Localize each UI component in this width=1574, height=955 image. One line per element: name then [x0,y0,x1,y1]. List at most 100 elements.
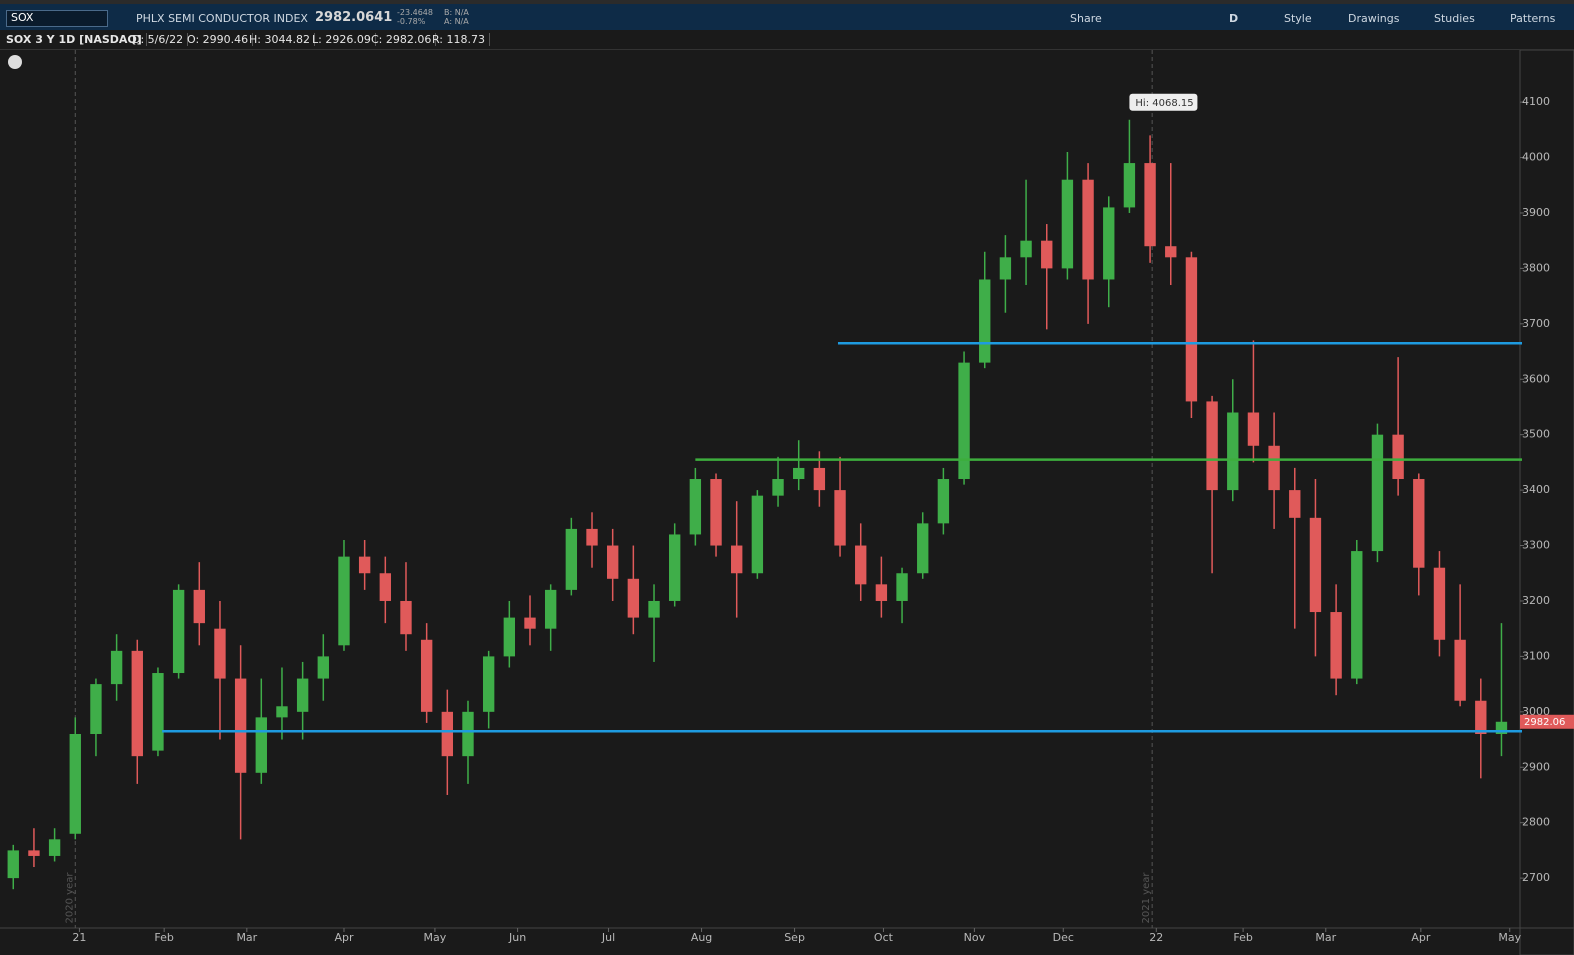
year-label: 2020 year [64,872,75,924]
y-tick-label: 3700 [1522,317,1550,330]
candle-body [979,279,991,363]
candle-body [1247,412,1260,446]
button[interactable]: Patterns [1510,12,1556,25]
y-tick-label: 4000 [1522,151,1550,164]
candle-body [338,556,350,646]
candle-body [7,850,19,879]
candle-body [1082,179,1094,280]
ask: A: N/A [444,17,469,26]
button[interactable]: Share [1070,12,1102,25]
button[interactable]: Studies [1434,12,1475,25]
y-tick-label: 3600 [1522,372,1550,385]
candle-body [627,578,640,618]
x-tick-label: May [1498,931,1521,944]
price-axis [1519,50,1574,955]
x-tick-label: Feb [1233,931,1252,944]
candle-body [69,733,81,834]
candle-body [462,711,474,757]
candle-body [1495,721,1508,734]
candle-body [958,362,970,480]
candle-body [999,257,1012,280]
button[interactable]: Drawings [1348,12,1400,25]
candle-body [937,479,950,524]
candle-body [875,584,888,601]
x-tick-label: Nov [964,931,986,944]
chart: 2700 2800 2900 3000 3100 3200 3300 3400 3500 3600… [0,50,1574,955]
candle-body [710,479,722,546]
symbol-input[interactable]: SOX [6,10,108,27]
candle-body [482,656,495,712]
bid: B: N/A [444,8,469,17]
x-tick-label: Apr [334,931,354,944]
button[interactable]: D [1229,12,1239,25]
change-pct: -0.78% [397,17,426,26]
y-tick-label: 2700 [1522,871,1550,884]
candle-body [1103,207,1115,280]
candle-body [420,639,433,712]
x-tick-label: 22 [1149,931,1163,944]
x-tick-label: Oct [874,931,894,944]
button[interactable]: Style [1284,12,1312,25]
x-tick-label: Jul [601,931,615,944]
toolbar: SOX PHLX SEMI CONDUCTOR INDEX 2982.0641 … [0,0,1574,30]
info-item: R: 118.73 [428,33,490,46]
candle-body [131,650,143,757]
candle-body [1185,257,1198,402]
candle-body [1165,246,1177,258]
x-tick-label: 21 [72,931,86,944]
candle-body [544,589,557,629]
candle-body [1433,567,1446,640]
candle-body [379,573,392,601]
candle-body [48,839,61,856]
candle-body [1206,401,1218,491]
candle-body [28,850,40,856]
y-tick-label: 3800 [1522,261,1550,274]
info-item: H: 3044.82 [245,33,315,46]
candle-body [1392,434,1404,480]
candle-body [834,490,846,546]
candle-body [524,617,536,629]
info-item: O: 2990.46 [183,33,254,46]
x-tick-label: Sep [784,931,805,944]
candle-body [1227,412,1239,491]
y-tick-label: 3000 [1522,705,1550,718]
y-tick-label: 3900 [1522,206,1550,219]
candle-body [296,678,309,712]
last-price-label: 2982.06 [1524,717,1565,728]
candle-body [1061,179,1074,269]
candle-body [565,528,578,590]
high-label-box [1129,93,1198,111]
candle-body [793,467,805,480]
candle-body [172,589,185,674]
candle-body [1309,517,1322,613]
candle-body [855,545,867,585]
y-tick-label: 3200 [1522,594,1550,607]
candle-body [234,678,247,773]
candle-body [896,573,908,601]
candle-body [152,673,164,751]
last-price: 2982.0641 [315,10,393,25]
candle-body [400,600,412,635]
candle-body [276,706,288,718]
candle-body [1351,551,1363,679]
y-tick-label: 3300 [1522,539,1550,552]
candle-body [441,711,454,757]
year-label: 2021 year [1141,872,1152,924]
x-tick-label: May [424,931,447,944]
alert-icon[interactable] [8,55,22,69]
candle-body [90,684,102,734]
candle-body [1289,490,1301,518]
candle-body [1144,163,1156,247]
candle-body [1454,639,1466,701]
candle-body [586,528,598,546]
info-item: SOX 3 Y 1D [NASDAQ] [2,33,147,46]
x-tick-label: Mar [236,931,257,944]
y-tick-label: 2900 [1522,760,1550,773]
last-price-tag [1520,714,1574,729]
candle-body [813,467,826,491]
info-item: D: 5/6/22 [128,33,189,46]
info-bar: SOX 3 Y 1D [NASDAQ] D: 5/6/22 O: 2990.46… [0,30,1574,50]
plot-area [0,50,1520,928]
candle-body [1041,240,1053,269]
candle-body [689,479,702,535]
